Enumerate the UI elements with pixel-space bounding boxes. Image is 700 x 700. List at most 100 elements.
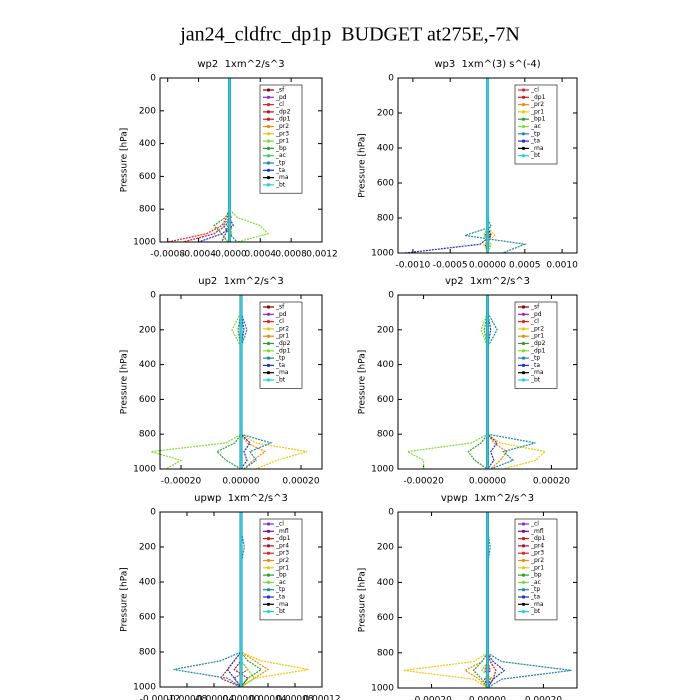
legend-label: _dp1 [530,347,546,354]
legend-label: _pr1 [275,333,289,340]
legend-marker [521,580,526,585]
legend-label: _tp [275,160,285,167]
profile-line [228,78,233,243]
legend-label: _cl [275,101,284,108]
legend-box [259,518,303,621]
legend-box [514,301,558,389]
legend-marker [266,334,271,338]
legend-label: _ta [275,167,285,174]
profile-line [467,295,489,470]
legend-marker [521,117,526,121]
y-tick-label: 1000 [371,249,394,259]
legend-marker [266,168,271,172]
x-tick-label: 0.00000 [222,477,259,487]
legend-label: _cl [530,87,539,94]
profile-line [198,78,235,243]
legend-label: _bp [275,145,287,152]
profile-line [472,512,489,689]
y-tick-label: 800 [139,430,156,440]
legend-marker [266,132,271,136]
x-tick-label: 0.00000 [469,696,506,700]
legend-marker [266,110,271,114]
profile-line [240,295,251,470]
y-tick-label: 200 [377,325,394,335]
legend-marker [521,110,526,114]
legend-marker [266,341,271,346]
legend-label: _pr1 [530,108,544,115]
legend-marker [266,183,271,187]
legend-label: _mfl [275,528,289,535]
legend-marker [266,139,271,143]
legend-marker [521,551,526,555]
x-tick-label: 0.0012 [306,250,338,260]
y-axis-label: Pressure [hPa] [358,133,368,198]
legend-marker [521,320,526,324]
legend-marker [521,327,526,331]
y-tick-label: 400 [377,144,394,154]
legend-marker [521,378,526,382]
profile-line [240,512,263,688]
legend-marker [521,363,526,367]
x-tick-label: 0.0008 [275,250,307,260]
legend-label: _bp1 [530,116,546,123]
y-tick-label: 0 [150,74,156,84]
legend-label: _ma [530,145,544,152]
x-tick-label: -0.00020 [403,477,444,487]
panel: wp2 1xm^2/s^3 Pressure [hPa] 0 200 400 600 800… [120,59,338,260]
y-tick-label: 400 [139,139,156,149]
legend-label: _ma [530,369,544,376]
y-tick-label: 0 [150,508,156,518]
profile-line [405,78,492,254]
profile-line [486,512,497,689]
legend-marker [521,146,526,150]
y-tick-label: 1000 [133,465,156,475]
y-tick-label: 600 [377,395,394,405]
legend-marker [521,588,526,592]
legend-label: _pd [275,94,287,101]
plot-frame [159,77,323,243]
legend-label: _ta [275,594,285,601]
legend-label: _bp [275,572,287,579]
x-tick-label: 0.0004 [245,250,277,260]
legend-marker [266,522,271,526]
legend-label: _pr2 [530,101,544,108]
legend-label: _dp1 [530,94,546,101]
legend-label: _ta [530,594,540,601]
legend-label: _pr1 [275,564,289,571]
y-tick-label: 400 [377,578,394,588]
legend-label: _ac [530,579,541,586]
legend-marker [266,363,271,367]
legend-marker [266,602,271,606]
x-tick-label: 0.00008 [276,695,313,700]
legend-label: _mfl [530,528,544,535]
legend-label: _pr3 [275,130,289,137]
legend-label: _ma [275,174,289,181]
legend-marker [521,522,526,526]
y-tick-label: 800 [377,214,394,224]
legend-marker [266,610,271,614]
legend-label: _pr4 [530,542,544,549]
profile-line [403,512,489,689]
y-tick-label: 800 [377,648,394,658]
legend-label: _pr3 [530,550,544,557]
legend-label: _ta [530,138,540,145]
legend-label: _tp [275,586,285,593]
y-tick-label: 200 [139,325,156,335]
legend-label: _dp1 [275,116,291,123]
legend-label: _bt [530,377,541,384]
legend-marker [266,154,271,158]
y-tick-label: 200 [139,106,156,116]
legend-label: _pr1 [530,333,544,340]
legend-marker [266,305,271,309]
legend-box [259,301,303,389]
plot-frame [397,294,578,470]
legend-label: _dp2 [530,340,546,347]
legend-marker [521,573,526,577]
panel-title: vp2 1xm^2/s^3 [445,276,530,287]
legend-marker [521,103,526,107]
figure-title: jan24_cldfrc_dp1p BUDGET at275E,-7N [179,24,520,46]
panel-title: wp3 1xm^(3) s^(-4) [434,59,540,70]
legend-marker [266,103,271,107]
y-tick-label: 400 [139,578,156,588]
y-tick-label: 600 [139,613,156,623]
